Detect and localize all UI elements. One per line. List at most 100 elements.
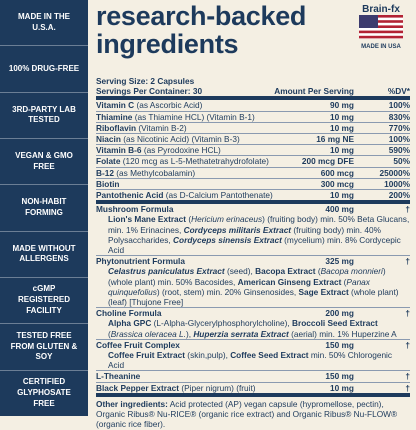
description-part: Celastrus paniculatus Extract (108, 266, 225, 277)
amount: 16 mg NE (316, 134, 354, 145)
daily-value: 590% (388, 145, 410, 156)
amount: 600 mcg (320, 167, 354, 178)
daily-value: 25000% (379, 167, 410, 178)
description-part: Cordyceps militaris Extract (183, 224, 292, 235)
daily-value: † (405, 339, 410, 350)
daily-value: 770% (388, 122, 410, 133)
formula-description: Alpha GPC (L-Alpha-Glycerylphosphorylcho… (96, 318, 410, 340)
ingredient-row: Vitamin C (as Ascorbic Acid) 90 mg 100% (96, 100, 410, 112)
title-line: research-backed (96, 1, 307, 31)
description-part: (L-Alpha-Glycerylphosphorylcholine), (151, 318, 292, 329)
daily-value: 100% (388, 100, 410, 111)
ingredient-row: Thiamine (as Thiamine HCL) (Vitamin B-1)… (96, 112, 410, 123)
ingredient-name: L-Theanine (96, 371, 141, 382)
description-part: (mycelium) min. 8% Cordycepic Acid (108, 234, 401, 256)
amount-header: Amount Per Serving (274, 86, 354, 97)
ingredient-row: Niacin (as Nicotinic Acid) (Vitamin B-3)… (96, 134, 410, 146)
description-part: Alpha GPC (108, 318, 152, 329)
description-part: min. 50% Chlorogenic Acid (108, 350, 393, 371)
ingredient-detail: (as Thiamine HCL) (Vitamin B-1) (134, 111, 255, 122)
ingredient: Vitamin B-6 (as Pyrodoxine HCL) (96, 145, 274, 155)
ingredient-row: Choline Formula 200 mg † (96, 308, 410, 318)
description-part: (skin,pulp), (185, 350, 231, 361)
amount: 200 mg (325, 308, 354, 319)
description-part: Brassica oleracea L. (110, 328, 186, 339)
description-part: Bacopa Extract (255, 266, 316, 277)
ingredient-detail: (as Nicotinic Acid) (Vitamin B-3) (123, 134, 240, 145)
ingredient: B-12 (as Methylcobalamin) (96, 168, 274, 178)
sidebar-item: cGMP REGISTERED FACILITY (0, 278, 88, 325)
flag (359, 15, 403, 39)
daily-value: 100% (388, 134, 410, 145)
sidebar-item: NON-HABIT FORMING (0, 185, 88, 232)
ingredient: Niacin (as Nicotinic Acid) (Vitamin B-3) (96, 134, 274, 144)
ingredient-row: Riboflavin (Vitamin B-2) 10 mg 770% (96, 122, 410, 135)
ingredient-detail: (as Pyrodoxine HCL) (143, 145, 221, 156)
ingredient: Biotin (96, 179, 274, 189)
ingredient-name: Niacin (96, 134, 121, 145)
ingredient: Thiamine (as Thiamine HCL) (Vitamin B-1) (96, 112, 274, 122)
amount: 10 mg (330, 122, 354, 133)
daily-value: 50% (393, 156, 410, 167)
logo: Brain-fx MADE IN USA (352, 4, 410, 50)
ingredient: Pantothenic Acid (as D-Calcium Pantothen… (96, 190, 274, 200)
servings: Servings Per Container: 30 (96, 86, 203, 97)
sidebar-item: MADE IN THE U.S.A. (0, 0, 88, 47)
ingredient-detail: (Piper nigrum) (fruit) (181, 382, 256, 393)
ingredient-row: Biotin 300 mcg 1000% (96, 178, 410, 191)
description-part: American Ginseng Extract (237, 276, 342, 287)
ingredient-name: Coffee Fruit Complex (96, 339, 180, 350)
formula-description: Coffee Fruit Extract (skin,pulp), Coffee… (96, 350, 410, 372)
ingredient: Coffee Fruit Complex (96, 340, 274, 350)
sidebar-item: 100% DRUG-FREE (0, 46, 88, 93)
sidebar-item: TESTED FREE FROM GLUTEN & SOY (0, 324, 88, 371)
daily-value: 1000% (384, 178, 410, 189)
description-part: ) (root, stem) min. 20% Ginsenosides, (156, 286, 299, 297)
title-line: ingredients (96, 29, 239, 59)
amount: 200 mcg DFE (301, 156, 354, 167)
ingredient-name: Black Pepper Extract (96, 382, 180, 393)
description-part: (seed), (224, 266, 256, 277)
description-part: Coffee Seed Extract (230, 350, 309, 361)
ingredient-row: Phytonutrient Formula 325 mg † (96, 256, 410, 266)
ingredient-name: Folate (96, 156, 121, 167)
ingredient-detail: (as Ascorbic Acid) (136, 100, 203, 111)
footer-label: Other ingredients: (96, 398, 168, 409)
description-part: Cordyceps sinensis Extract (173, 234, 282, 245)
description-part: ( (341, 276, 347, 287)
ingredient-row: Black Pepper Extract (Piper nigrum) (fru… (96, 383, 410, 397)
ingredient-name: Pantothenic Acid (96, 190, 164, 201)
sidebar: MADE IN THE U.S.A. 100% DRUG-FREE 3RD-PART… (0, 0, 88, 416)
description-part: Panax quinquefolius (108, 276, 370, 297)
brand: Brain-fx (362, 4, 400, 15)
ingredient-row: Folate (120 mcg as L-5-Methatetrahydrofo… (96, 156, 410, 168)
ingredient-name: Choline Formula (96, 308, 162, 319)
rows: Vitamin C (as Ascorbic Acid) 90 mg 100% Thi… (96, 100, 410, 397)
amount: 300 mcg (320, 178, 354, 189)
description-part: ( (315, 266, 321, 277)
description-part: Sage Extract (298, 286, 349, 297)
amount: 10 mg (330, 145, 354, 156)
ingredient: Choline Formula (96, 308, 274, 318)
ingredient-name: Biotin (96, 178, 120, 189)
amount: 10 mg (330, 111, 354, 122)
daily-value: † (405, 371, 410, 382)
ingredient-name: Vitamin B-6 (96, 145, 142, 156)
dv-header: %DV* (387, 86, 410, 97)
daily-value: † (405, 256, 410, 267)
description-part: Coffee Fruit Extract (108, 350, 185, 361)
ingredient-detail: (as D-Calcium Pantothenate) (165, 190, 273, 201)
ingredient-name: Riboflavin (96, 122, 137, 133)
description-part: ) (whole plant) min. 50% Bacosides, (108, 266, 386, 287)
header-row: Servings Per Container: 30 Amount Per Se… (96, 86, 410, 101)
ingredient: L-Theanine (96, 371, 274, 381)
amount: 10 mg (330, 190, 354, 201)
daily-value: † (405, 204, 410, 215)
description-part: Hericium erinaceus (191, 214, 263, 225)
facts-table: Serving Size: 2 Capsules Servings Per Co… (96, 76, 410, 430)
ingredient-detail: (Vitamin B-2) (138, 122, 187, 133)
ingredient-name: Vitamin C (96, 100, 135, 111)
amount: 150 mg (325, 371, 354, 382)
daily-value: † (405, 382, 410, 393)
ingredient: Mushroom Formula (96, 204, 274, 214)
